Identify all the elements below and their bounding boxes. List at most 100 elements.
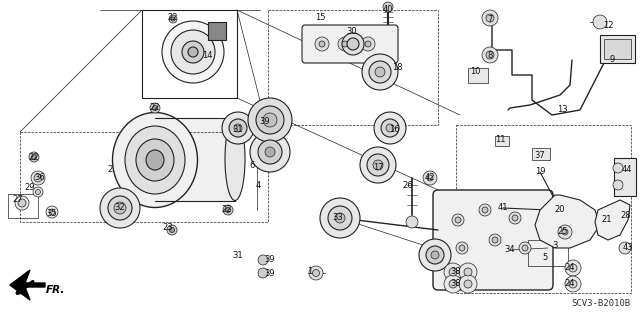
Circle shape [459, 263, 477, 281]
Text: 22: 22 [150, 103, 160, 113]
Bar [155, 118, 235, 201]
Text: 6: 6 [250, 160, 255, 169]
Text: 12: 12 [603, 20, 613, 29]
Text: 39: 39 [265, 269, 275, 278]
Circle shape [613, 163, 623, 173]
Text: 37: 37 [534, 151, 545, 160]
Circle shape [423, 171, 437, 185]
Text: 42: 42 [425, 174, 435, 182]
Circle shape [362, 54, 398, 90]
Bar [208, 22, 226, 40]
Circle shape [250, 132, 290, 172]
Circle shape [444, 263, 462, 281]
Ellipse shape [171, 30, 215, 74]
Circle shape [31, 154, 36, 160]
Circle shape [482, 47, 498, 63]
Circle shape [34, 174, 42, 182]
Text: 24: 24 [564, 279, 575, 288]
Circle shape [320, 198, 360, 238]
Circle shape [33, 187, 43, 197]
Circle shape [619, 242, 631, 254]
Circle shape [569, 280, 577, 288]
Circle shape [319, 41, 325, 47]
Circle shape [312, 270, 319, 277]
Circle shape [406, 216, 418, 228]
Circle shape [482, 10, 498, 26]
Text: 2: 2 [108, 166, 113, 174]
Bar [20, 132, 268, 222]
Circle shape [338, 37, 352, 51]
Circle shape [613, 180, 623, 190]
Bar [142, 10, 237, 98]
Circle shape [229, 119, 247, 137]
Text: 10: 10 [470, 68, 480, 77]
Text: 32: 32 [115, 204, 125, 212]
Circle shape [46, 206, 58, 218]
Circle shape [342, 41, 348, 47]
Bar [495, 136, 509, 146]
Text: 31: 31 [233, 125, 243, 135]
Circle shape [522, 245, 528, 251]
Circle shape [258, 268, 268, 278]
Bar [268, 10, 438, 125]
Circle shape [426, 246, 444, 264]
Text: 13: 13 [557, 106, 567, 115]
Text: 26: 26 [403, 181, 413, 189]
Text: 24: 24 [564, 263, 575, 272]
Circle shape [152, 106, 157, 110]
Circle shape [256, 106, 284, 134]
Circle shape [365, 41, 371, 47]
Ellipse shape [113, 113, 198, 207]
Circle shape [347, 38, 359, 50]
Polygon shape [10, 270, 45, 300]
Text: 28: 28 [621, 211, 631, 219]
Circle shape [309, 266, 323, 280]
Circle shape [562, 229, 568, 235]
Circle shape [150, 103, 160, 113]
Circle shape [482, 207, 488, 213]
Circle shape [258, 255, 268, 265]
Circle shape [258, 140, 282, 164]
Circle shape [222, 112, 254, 144]
Circle shape [342, 33, 364, 55]
Circle shape [431, 251, 439, 259]
Text: 25: 25 [557, 227, 568, 236]
Circle shape [464, 280, 472, 288]
Ellipse shape [188, 47, 198, 57]
Text: 43: 43 [623, 243, 634, 253]
Text: 38: 38 [451, 279, 461, 288]
Text: 3: 3 [552, 241, 557, 249]
Bar [8, 194, 38, 218]
Circle shape [360, 147, 396, 183]
Text: 7: 7 [487, 16, 493, 25]
Text: 40: 40 [383, 5, 393, 14]
Text: 39: 39 [260, 117, 270, 127]
Circle shape [171, 17, 175, 21]
Circle shape [456, 242, 468, 254]
Circle shape [108, 196, 132, 220]
Circle shape [15, 196, 29, 210]
FancyBboxPatch shape [433, 190, 553, 290]
Circle shape [29, 152, 39, 162]
Circle shape [593, 15, 607, 29]
Circle shape [49, 209, 55, 215]
Ellipse shape [146, 150, 164, 170]
Text: 21: 21 [602, 216, 612, 225]
Text: 35: 35 [47, 209, 58, 218]
Text: 19: 19 [535, 167, 545, 176]
Circle shape [449, 268, 457, 276]
Circle shape [419, 239, 451, 271]
Bar [614, 158, 636, 196]
Circle shape [509, 212, 521, 224]
Text: 34: 34 [505, 246, 515, 255]
Circle shape [315, 37, 329, 51]
Circle shape [512, 215, 518, 221]
Circle shape [464, 268, 472, 276]
Circle shape [369, 61, 391, 83]
Text: 20: 20 [555, 205, 565, 214]
Ellipse shape [162, 21, 224, 83]
Text: 27: 27 [13, 196, 23, 204]
Text: 22: 22 [221, 205, 232, 214]
Text: SCV3-B2010B: SCV3-B2010B [571, 299, 630, 308]
Text: 38: 38 [451, 268, 461, 277]
